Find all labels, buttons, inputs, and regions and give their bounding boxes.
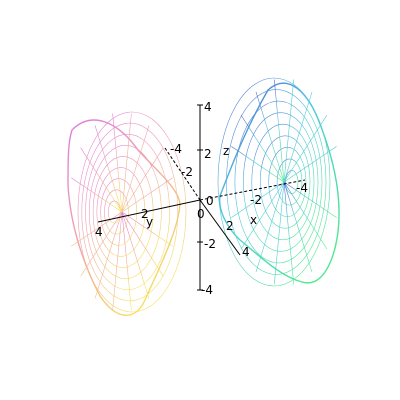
mesh-spoke <box>283 91 313 183</box>
y-tick-label-neg2: -2 <box>181 165 193 179</box>
right-sheet-outline <box>218 82 340 284</box>
x-axis-line-dashed <box>199 179 306 201</box>
z-tick-label-neg2: -2 <box>204 237 216 251</box>
right-sheet <box>217 77 340 287</box>
mesh-spoke <box>121 125 150 213</box>
x-tick-label-neg2-right: -2 <box>250 193 262 207</box>
axes <box>97 104 306 291</box>
mesh-spoke <box>283 114 328 183</box>
mesh-spoke <box>71 211 123 247</box>
left-sheet-mesh <box>68 111 187 313</box>
mesh-spoke <box>255 91 285 183</box>
y-tick-label-4: 4 <box>242 245 250 259</box>
z-tick-label-2: 2 <box>204 147 212 161</box>
mesh-spoke <box>231 181 285 218</box>
x-axis-line <box>97 199 201 223</box>
z-axis-ticks <box>197 104 203 291</box>
mesh-spoke <box>121 147 164 213</box>
mesh-spoke <box>283 79 295 183</box>
mesh-spoke <box>71 177 123 213</box>
x-tick-label-4-left: 4 <box>95 225 103 239</box>
y-tick-label-neg4: -4 <box>170 142 182 156</box>
x-tick-label-2-left: 2 <box>141 207 149 221</box>
mesh-spoke <box>121 113 132 213</box>
mesh-spoke <box>121 211 132 311</box>
mesh-spoke <box>231 146 285 183</box>
y-tick-label-2: 2 <box>226 219 234 233</box>
left-sheet <box>67 111 187 316</box>
z-axis-label: z <box>223 144 229 158</box>
mesh-spoke <box>273 181 285 285</box>
mesh-spoke <box>121 211 164 277</box>
mesh-spoke <box>94 125 123 213</box>
mesh-spoke <box>80 147 123 213</box>
x-axis-label: x <box>250 213 257 227</box>
mesh-spoke <box>240 181 285 250</box>
mesh-spoke <box>121 211 173 247</box>
mesh-spoke <box>112 211 123 311</box>
mesh-spoke <box>255 181 285 273</box>
axis-labels: z y x 0 0 4 2 -2 -4 4 2 -2 -4 -4 -2 2 4 <box>95 100 308 297</box>
mesh-spoke <box>80 211 123 277</box>
y-axis-line <box>164 147 201 201</box>
mesh-spoke <box>240 114 285 183</box>
mesh-spoke <box>273 79 285 183</box>
mesh-spoke <box>94 211 123 299</box>
origin-label-lower: 0 <box>197 207 205 221</box>
mesh-spoke <box>283 181 295 285</box>
y-axis-label: y <box>146 215 153 229</box>
z-tick-label-neg4: -4 <box>201 283 213 297</box>
x-tick-label-neg4-right: -4 <box>296 181 308 195</box>
z-tick-label-4: 4 <box>204 100 212 114</box>
mesh-spoke <box>283 181 337 218</box>
mesh-spoke <box>112 113 123 213</box>
mesh-spoke <box>121 177 173 213</box>
mesh-spoke <box>283 181 328 250</box>
origin-label: 0 <box>206 194 214 208</box>
mesh-spoke <box>121 211 150 299</box>
mesh-spoke <box>283 181 313 273</box>
y-axis-line-front <box>199 199 241 256</box>
mesh-spoke <box>283 146 337 183</box>
